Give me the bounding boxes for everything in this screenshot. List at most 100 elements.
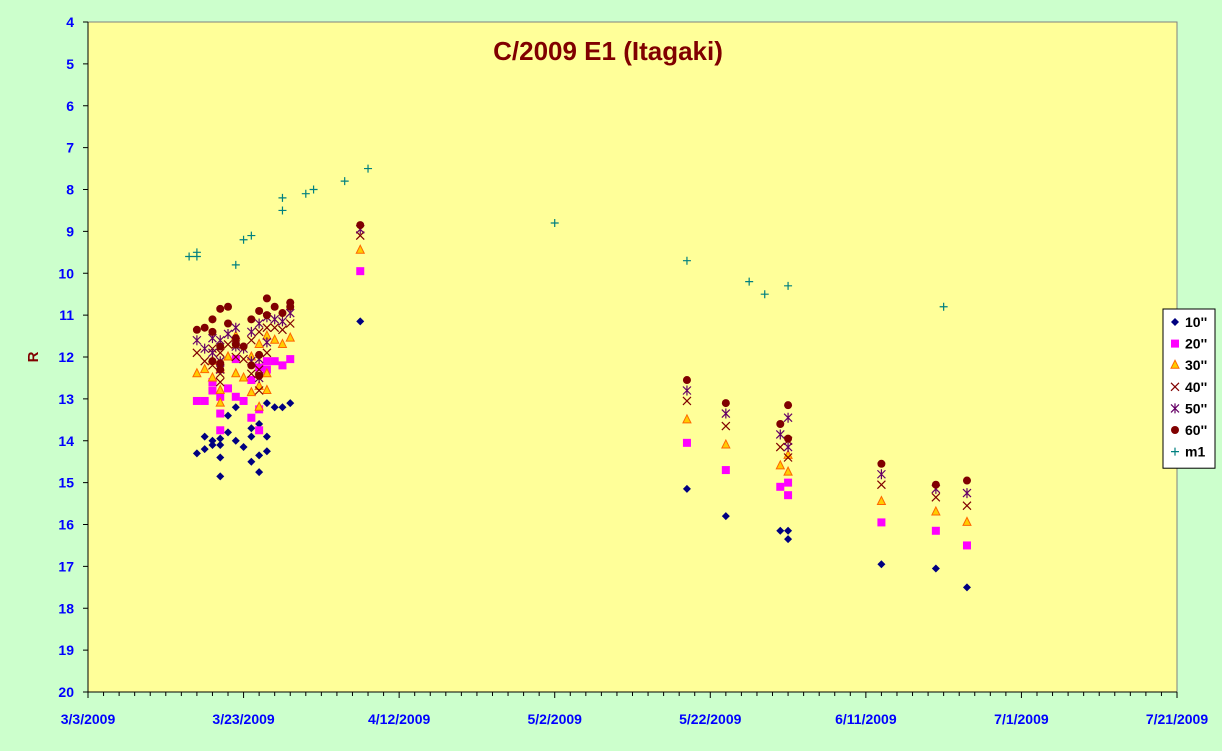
data-point [775, 442, 785, 452]
y-tick-label: 6 [66, 98, 74, 114]
data-point [247, 457, 256, 466]
data-point [216, 472, 225, 481]
data-point [224, 428, 233, 437]
data-point [247, 413, 256, 422]
data-point [246, 335, 256, 345]
data-point [208, 436, 217, 445]
y-tick-label: 9 [66, 223, 74, 239]
data-point [215, 384, 226, 394]
data-point [231, 322, 241, 333]
data-point [285, 332, 296, 342]
data-point [262, 384, 272, 394]
data-point [776, 420, 785, 428]
data-point [277, 338, 288, 348]
data-point [682, 376, 691, 385]
data-point [223, 340, 233, 349]
data-point [192, 325, 201, 334]
data-point [278, 206, 287, 215]
data-point [200, 445, 209, 454]
data-point [192, 248, 201, 257]
data-point [721, 512, 730, 521]
data-point [877, 518, 886, 527]
y-tick-label: 18 [58, 600, 74, 616]
data-point [876, 480, 886, 490]
data-point [931, 492, 941, 502]
data-point [192, 335, 202, 346]
data-point [224, 302, 233, 311]
data-point [262, 323, 272, 333]
data-point [255, 468, 264, 477]
data-point [255, 451, 264, 460]
data-point [239, 235, 248, 244]
data-point [262, 311, 271, 320]
data-point [247, 432, 256, 441]
y-axis-label: R [25, 351, 42, 362]
data-point [262, 294, 271, 303]
y-tick-label: 14 [58, 433, 74, 449]
data-point [192, 396, 201, 405]
legend-entry: 60'' [1185, 422, 1207, 438]
data-point [784, 434, 793, 443]
data-point [962, 516, 972, 526]
data-point [356, 267, 365, 276]
data-point [270, 323, 280, 333]
y-tick-label: 12 [58, 349, 74, 365]
data-point [301, 189, 310, 198]
data-point [682, 438, 691, 447]
data-point [200, 343, 210, 354]
data-point [231, 352, 241, 362]
legend-marker [1170, 382, 1180, 392]
data-point [721, 438, 731, 449]
data-point [682, 396, 692, 406]
data-point [200, 432, 209, 441]
data-point [962, 488, 972, 499]
data-point [224, 384, 233, 393]
y-tick-label: 13 [58, 391, 74, 407]
data-point [278, 325, 287, 335]
data-point [682, 385, 692, 396]
x-tick-label: 3/23/2009 [212, 711, 274, 727]
data-point [216, 359, 225, 368]
x-tick-label: 7/1/2009 [994, 711, 1049, 727]
data-point [230, 367, 241, 378]
data-point [247, 424, 256, 433]
y-tick-label: 7 [66, 140, 74, 156]
data-point [254, 380, 264, 390]
data-point [269, 334, 280, 344]
data-point [231, 403, 240, 412]
data-point [340, 177, 349, 186]
data-point [760, 290, 769, 299]
x-tick-label: 5/22/2009 [679, 711, 741, 727]
legend-marker [1171, 426, 1179, 434]
data-point [208, 315, 217, 324]
data-point [721, 466, 730, 475]
data-point [254, 401, 264, 411]
axes: 4 5 6 7 8 9 10 11 12 13 14 15 16 17 18 19 20 3/3/2009 3/23… [58, 14, 1208, 727]
y-tick-label: 17 [58, 558, 74, 574]
legend: 10'' 20'' 30'' 40'' 50'' 60'' m1 [1162, 308, 1216, 469]
data-point [931, 526, 940, 535]
data-point [270, 314, 280, 325]
data-point [931, 480, 940, 489]
data-point [745, 277, 754, 286]
data-point [200, 356, 210, 366]
data-point [255, 420, 264, 428]
data-point [192, 367, 202, 378]
data-point [247, 376, 256, 385]
data-point [262, 447, 271, 456]
data-point [216, 440, 225, 449]
data-point [231, 392, 240, 401]
x-tick-label: 6/11/2009 [835, 711, 897, 727]
data-point [784, 401, 793, 410]
data-point [270, 302, 279, 311]
data-marks [185, 164, 972, 592]
data-point [784, 491, 793, 500]
data-point [246, 386, 257, 397]
data-point [192, 449, 201, 458]
legend-marker [1170, 403, 1180, 414]
data-point [278, 403, 287, 412]
data-point [239, 354, 248, 364]
data-point [876, 469, 886, 480]
data-point [208, 327, 217, 336]
